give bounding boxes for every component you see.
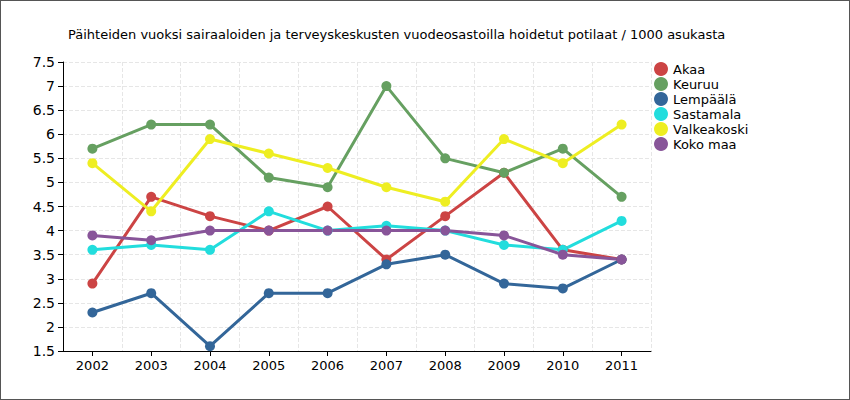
svg-text:6.5: 6.5 xyxy=(33,102,55,118)
svg-text:2010: 2010 xyxy=(546,358,579,373)
svg-text:Akaa: Akaa xyxy=(673,62,705,77)
svg-text:2008: 2008 xyxy=(429,358,462,373)
svg-text:2002: 2002 xyxy=(76,358,109,373)
svg-text:2003: 2003 xyxy=(135,358,168,373)
svg-text:7.5: 7.5 xyxy=(33,54,55,70)
svg-text:Keuruu: Keuruu xyxy=(673,77,719,92)
svg-text:4: 4 xyxy=(46,223,55,239)
svg-text:Päihteiden vuoksi sairaaloiden: Päihteiden vuoksi sairaaloiden ja tervey… xyxy=(68,27,725,42)
svg-text:3: 3 xyxy=(46,271,55,287)
svg-text:7: 7 xyxy=(46,78,55,94)
svg-text:Lempäälä: Lempäälä xyxy=(673,92,736,107)
svg-text:2.5: 2.5 xyxy=(33,295,55,311)
svg-text:2007: 2007 xyxy=(370,358,403,373)
svg-text:2: 2 xyxy=(46,319,55,335)
svg-text:1.5: 1.5 xyxy=(33,343,55,359)
svg-text:5: 5 xyxy=(46,174,55,190)
svg-text:6: 6 xyxy=(46,126,55,142)
svg-text:2004: 2004 xyxy=(193,358,226,373)
svg-text:Valkeakoski: Valkeakoski xyxy=(673,122,748,137)
svg-text:3.5: 3.5 xyxy=(33,247,55,263)
svg-text:2011: 2011 xyxy=(605,358,638,373)
svg-text:2009: 2009 xyxy=(487,358,520,373)
svg-text:Koko maa: Koko maa xyxy=(673,137,737,152)
svg-text:2006: 2006 xyxy=(311,358,344,373)
svg-text:2005: 2005 xyxy=(252,358,285,373)
svg-text:Sastamala: Sastamala xyxy=(673,107,741,122)
svg-text:5.5: 5.5 xyxy=(33,150,55,166)
svg-text:4.5: 4.5 xyxy=(33,199,55,215)
